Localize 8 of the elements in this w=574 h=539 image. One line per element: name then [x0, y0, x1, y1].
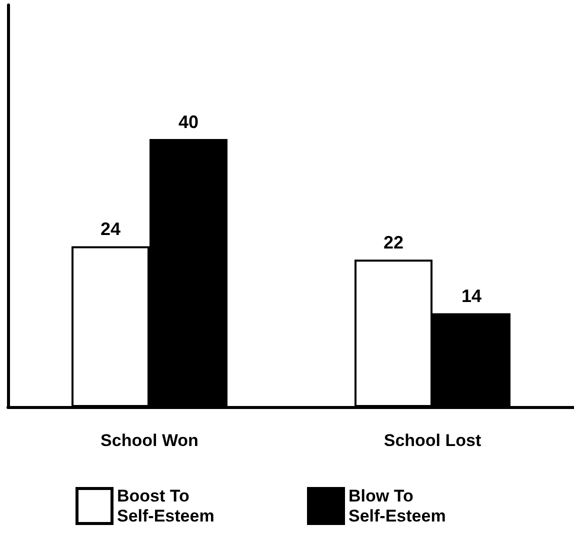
x-tick-label: School Won [100, 431, 198, 450]
data-label: 22 [383, 232, 404, 253]
data-label: 24 [100, 219, 121, 240]
legend-label: Blow To Self-Esteem [348, 486, 446, 526]
data-label: 14 [461, 286, 482, 306]
legend-label: Boost To Self-Esteem [117, 486, 214, 526]
data-label: 40 [178, 112, 199, 132]
x-tick-label: School Lost [384, 431, 482, 450]
